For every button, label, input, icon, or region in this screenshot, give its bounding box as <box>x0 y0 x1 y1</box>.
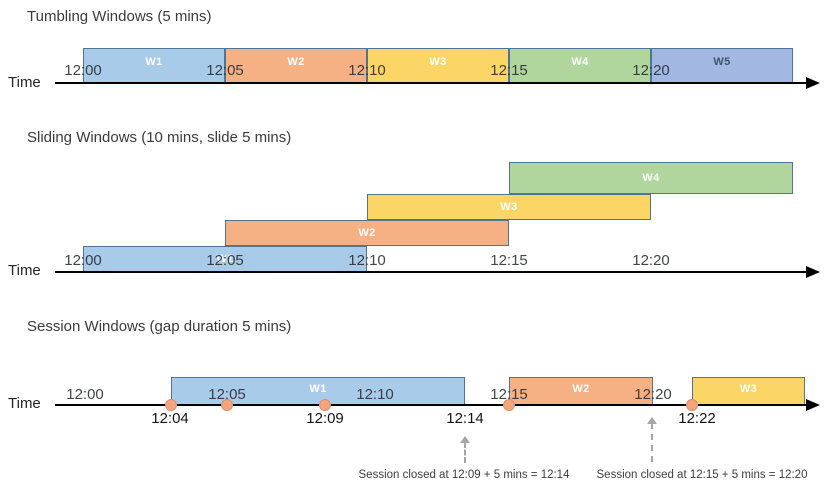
session-event-dot <box>503 399 515 411</box>
session2-close-arrow-icon <box>647 417 657 424</box>
session2-close-arrow-line <box>651 423 653 462</box>
session-tick-label: 12:00 <box>66 386 104 403</box>
session-window-w1: W1 <box>171 377 465 405</box>
session-window-label-w3: W3 <box>739 383 758 395</box>
sliding-tick-label: 12:05 <box>206 252 244 269</box>
tumbling-tick-label: 12:10 <box>348 62 386 79</box>
sliding-window-label-w2: W2 <box>358 227 376 239</box>
tumbling-tick-label: 12:05 <box>206 62 244 79</box>
session-event-time-label: 12:22 <box>678 410 716 427</box>
session-time-axis-label: Time <box>8 395 41 412</box>
session-tick-label: 12:05 <box>208 386 246 403</box>
session-event-dot <box>686 399 698 411</box>
tumbling-window-w2: W2 <box>225 48 367 83</box>
sliding-tick-label: 12:20 <box>632 252 670 269</box>
tumbling-tick-label: 12:00 <box>64 62 102 79</box>
sliding-time-axis <box>55 271 808 273</box>
tumbling-window-w3: W3 <box>367 48 509 83</box>
session-axis-arrowhead-icon <box>806 399 820 411</box>
session-event-time-label: 12:04 <box>151 410 189 427</box>
sliding-axis-arrowhead-icon <box>806 266 820 278</box>
tumbling-window-w5: W5 <box>651 48 793 83</box>
session-tick-label: 12:15 <box>490 386 528 403</box>
sliding-window-label-w3: W3 <box>500 201 518 213</box>
session-window-w2: W2 <box>509 377 653 405</box>
tumbling-window-label-w4: W4 <box>571 55 589 68</box>
sliding-window-w4: W4 <box>509 162 793 194</box>
sliding-title: Sliding Windows (10 mins, slide 5 mins) <box>27 129 292 146</box>
tumbling-window-label-w3: W3 <box>429 55 447 68</box>
session-event-dot <box>165 399 177 411</box>
session-event-dot <box>319 399 331 411</box>
session-time-axis <box>55 404 808 406</box>
session-title: Session Windows (gap duration 5 mins) <box>27 318 292 335</box>
sliding-tick-label: 12:00 <box>64 252 102 269</box>
session1-close-arrow-icon <box>460 436 470 443</box>
sliding-tick-label: 12:15 <box>490 252 528 269</box>
session-window-label-w2: W2 <box>572 383 590 395</box>
sliding-window-w1: W1 <box>83 246 367 272</box>
tumbling-window-label-w1: W1 <box>145 55 163 68</box>
session-event-dot <box>221 399 233 411</box>
session2-close-annotation: Session closed at 12:15 + 5 mins = 12:20 <box>596 469 808 481</box>
session-event-time-label: 12:14 <box>446 410 484 427</box>
session1-close-arrow-line <box>464 442 466 463</box>
tumbling-tick-label: 12:15 <box>490 62 528 79</box>
tumbling-window-w4: W4 <box>509 48 651 83</box>
session1-close-annotation: Session closed at 12:09 + 5 mins = 12:14 <box>358 469 570 481</box>
sliding-window-label-w4: W4 <box>642 172 660 184</box>
session-event-time-label: 12:09 <box>306 410 344 427</box>
sliding-time-axis-label: Time <box>8 262 41 279</box>
session-tick-label: 12:20 <box>634 386 672 403</box>
tumbling-time-axis <box>55 82 808 84</box>
session-window-label-w1: W1 <box>309 383 327 395</box>
tumbling-tick-label: 12:20 <box>632 62 670 79</box>
tumbling-title: Tumbling Windows (5 mins) <box>27 8 212 25</box>
session-window-w3: W3 <box>692 377 805 405</box>
tumbling-window-label-w5: W5 <box>713 55 731 68</box>
sliding-window-w2: W2 <box>225 220 509 246</box>
sliding-tick-label: 12:10 <box>348 252 386 269</box>
tumbling-window-label-w2: W2 <box>287 55 305 68</box>
session-tick-label: 12:10 <box>356 386 394 403</box>
tumbling-time-axis-label: Time <box>8 74 41 91</box>
tumbling-axis-arrowhead-icon <box>806 77 820 89</box>
sliding-window-label-w1: W1 <box>216 253 234 265</box>
tumbling-window-w1: W1 <box>83 48 225 83</box>
sliding-window-w3: W3 <box>367 194 651 220</box>
